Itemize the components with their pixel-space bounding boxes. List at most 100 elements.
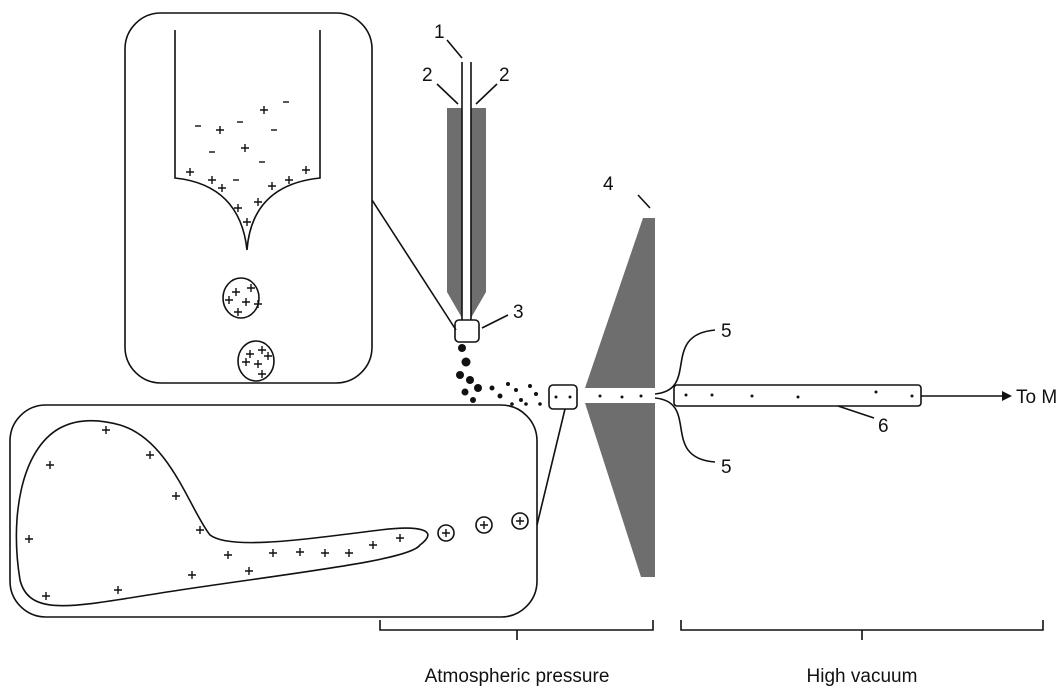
droplet [554, 395, 558, 399]
positive-charge [42, 592, 50, 600]
droplet [222, 277, 260, 319]
droplet [639, 394, 643, 398]
positive-charge [225, 296, 233, 304]
arrowhead [1002, 391, 1012, 401]
droplet [461, 388, 469, 396]
positive-charge [196, 526, 204, 534]
droplet [456, 371, 464, 379]
droplet [458, 344, 466, 352]
ion [475, 516, 493, 534]
label: 1 [434, 22, 445, 43]
positive-charge [245, 567, 253, 575]
droplet [874, 390, 878, 394]
droplet [466, 376, 474, 384]
positive-charge [254, 300, 262, 308]
positive-charge [269, 549, 277, 557]
funnel [174, 30, 321, 251]
positive-charge [345, 549, 353, 557]
droplet [524, 402, 528, 406]
droplet [489, 385, 495, 391]
positive-charge [442, 529, 450, 537]
positive-charge [396, 534, 404, 542]
droplet [620, 395, 624, 399]
positive-charge [25, 535, 33, 543]
positive-charge [188, 571, 196, 579]
droplet-fission [15, 419, 429, 607]
positive-charge [208, 176, 216, 184]
label: To MS [1016, 387, 1056, 408]
pointer [436, 39, 875, 419]
droplet [497, 393, 503, 399]
region-label: Atmospheric pressure [425, 666, 610, 687]
droplet [474, 384, 482, 392]
droplet [519, 398, 523, 402]
brace [379, 620, 654, 640]
zoom-box [548, 384, 578, 410]
label: 2 [422, 65, 433, 86]
positive-charge [234, 204, 242, 212]
label: 6 [878, 416, 889, 437]
droplet [710, 393, 714, 397]
droplet [534, 392, 538, 396]
droplet [598, 394, 602, 398]
counter-electrode [585, 218, 655, 577]
positive-charge [302, 166, 310, 174]
droplet [750, 394, 754, 398]
droplet [684, 393, 688, 397]
positive-charge [146, 451, 154, 459]
droplet [514, 388, 518, 392]
positive-charge [516, 517, 524, 525]
positive-charge [243, 218, 251, 226]
droplet [528, 384, 532, 388]
ion [511, 512, 529, 530]
label: 4 [603, 174, 614, 195]
positive-charge [296, 548, 304, 556]
label: 2 [499, 65, 510, 86]
positive-charge [46, 461, 54, 469]
positive-charge [258, 370, 266, 378]
droplet [461, 357, 471, 367]
positive-charge [254, 198, 262, 206]
zoom-box [454, 319, 480, 343]
positive-charge [264, 352, 272, 360]
droplet [910, 394, 914, 398]
positive-charge [246, 350, 254, 358]
positive-charge [172, 492, 180, 500]
positive-charge [247, 284, 255, 292]
needle [447, 108, 486, 318]
positive-charge [258, 346, 266, 354]
positive-charge [216, 126, 224, 134]
positive-charge [260, 106, 268, 114]
label: 5 [721, 457, 732, 478]
positive-charge [241, 144, 249, 152]
positive-charge [102, 426, 110, 434]
positive-charge [268, 182, 276, 190]
region-label: High vacuum [807, 666, 918, 687]
positive-charge [232, 288, 240, 296]
positive-charge [321, 549, 329, 557]
positive-charge [224, 551, 232, 559]
droplet [237, 340, 275, 382]
droplet [538, 402, 542, 406]
positive-charge [285, 176, 293, 184]
positive-charge [480, 521, 488, 529]
label: 5 [721, 321, 732, 342]
inset-coulomb-fission [9, 404, 538, 618]
positive-charge [369, 541, 377, 549]
positive-charge [218, 184, 226, 192]
connector [371, 199, 457, 331]
positive-charge [234, 308, 242, 316]
ion [437, 524, 455, 542]
droplet [568, 395, 572, 399]
droplet [796, 395, 800, 399]
positive-charge [114, 586, 122, 594]
positive-charge [242, 358, 250, 366]
orifice-pointer [654, 329, 716, 463]
positive-charge [186, 168, 194, 176]
connector [536, 408, 566, 526]
droplet [510, 402, 514, 406]
positive-charge [254, 360, 262, 368]
droplet [506, 382, 510, 386]
